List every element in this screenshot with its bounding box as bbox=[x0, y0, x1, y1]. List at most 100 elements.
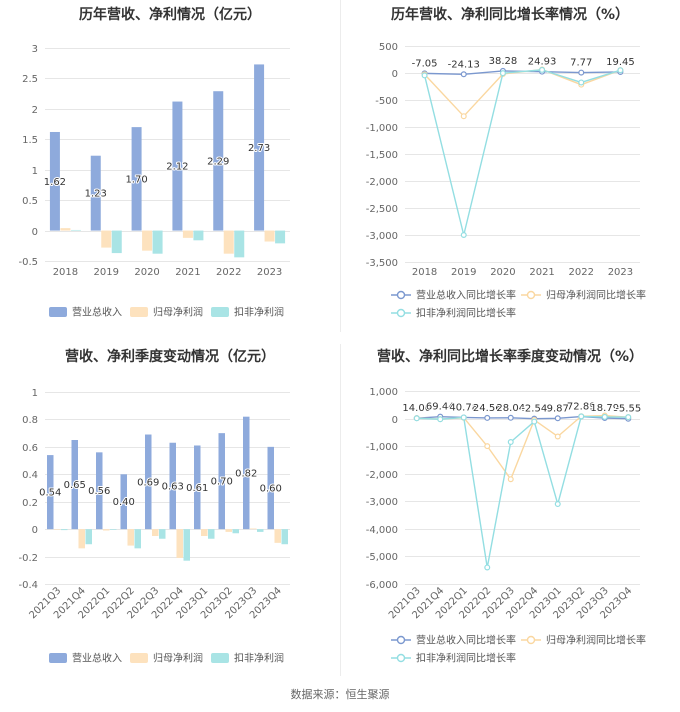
x-tick-label: 2022 bbox=[569, 267, 594, 278]
net-profit-bar bbox=[223, 230, 234, 254]
deducted-net-profit-growth-point bbox=[554, 501, 561, 508]
y-tick-label: 0.2 bbox=[22, 498, 38, 509]
y-tick-label: -3,000 bbox=[366, 497, 398, 508]
net-profit-bar bbox=[182, 230, 193, 238]
y-tick-label: -1,000 bbox=[366, 123, 398, 134]
legend-label: 扣非净利润同比增长率 bbox=[416, 307, 516, 320]
revenue-value-label: 0.60 bbox=[260, 484, 282, 495]
deducted-net-profit-bar bbox=[159, 529, 166, 539]
legend-marker-icon bbox=[396, 653, 406, 663]
net-profit-growth-point bbox=[484, 443, 491, 450]
y-tick-label: -0.2 bbox=[18, 553, 38, 564]
deducted-net-profit-growth-point bbox=[460, 414, 467, 421]
deducted-net-profit-bar bbox=[257, 529, 264, 532]
revenue-value-label: 0.70 bbox=[211, 477, 233, 488]
revenue-value-label: -2.54 bbox=[521, 404, 547, 415]
revenue-bar bbox=[267, 446, 274, 530]
revenue-value-label: 0.82 bbox=[235, 468, 257, 479]
deducted-net-profit-growth-point bbox=[578, 413, 585, 420]
revenue-value-label: 2.12 bbox=[166, 162, 188, 173]
y-tick-label: -500 bbox=[375, 96, 398, 107]
legend-swatch bbox=[211, 307, 229, 317]
legend-item-deducted-net-profit: 扣非净利润 bbox=[211, 306, 284, 319]
net-profit-growth-point bbox=[507, 476, 514, 483]
revenue-value-label: 0.69 bbox=[137, 477, 159, 488]
y-tick-label: -0.4 bbox=[18, 580, 38, 591]
chart-title: 营收、净利季度变动情况（亿元） bbox=[65, 348, 275, 365]
revenue-value-label: 24.93 bbox=[528, 57, 557, 68]
revenue-bar bbox=[90, 155, 101, 231]
y-tick-label: -5,000 bbox=[366, 552, 398, 563]
y-tick-label: 1 bbox=[32, 388, 38, 399]
revenue-bar bbox=[254, 64, 265, 231]
revenue-value-label: -7.05 bbox=[412, 58, 438, 69]
y-tick-label: -3,500 bbox=[366, 258, 398, 269]
x-axis: 2021Q32021Q42022Q12022Q22022Q32022Q42023… bbox=[28, 585, 284, 621]
x-tick-label: 2023 bbox=[257, 267, 282, 278]
revenue-bars bbox=[49, 64, 265, 231]
y-tick-label: 2 bbox=[32, 105, 38, 116]
y-tick-label: 1 bbox=[32, 166, 38, 177]
deducted-net-profit-growth-series bbox=[413, 413, 632, 571]
legend-swatch bbox=[49, 307, 67, 317]
revenue-value-label: 0.63 bbox=[162, 481, 184, 492]
revenue-value-label: 38.28 bbox=[489, 56, 518, 67]
legend-label: 归母净利润同比增长率 bbox=[546, 289, 646, 302]
net-profit-bar bbox=[78, 529, 85, 549]
y-tick-label: -3,000 bbox=[366, 231, 398, 242]
y-tick-label: -4,000 bbox=[366, 525, 398, 536]
deducted-net-profit-bar bbox=[85, 529, 92, 545]
net-profit-growth-series bbox=[413, 412, 632, 483]
y-tick-label: -0.5 bbox=[18, 257, 38, 268]
deducted-net-profit-bar bbox=[275, 230, 286, 244]
data-labels: 1.62 1.23 1.70 2.12 2.29 2.73 bbox=[43, 142, 271, 201]
revenue-value-label: 1.62 bbox=[44, 177, 66, 188]
data-labels: 0.540.650.560.400.69 0.63 0.610.700.820.60 bbox=[38, 467, 283, 509]
revenue-value-label: 2.73 bbox=[248, 143, 270, 154]
deducted-net-profit-growth-point bbox=[499, 70, 506, 77]
y-tick-label: 0.8 bbox=[22, 415, 38, 426]
revenue-value-label: 28.04 bbox=[496, 403, 525, 414]
revenue-value-label: 1.70 bbox=[125, 174, 147, 185]
revenue-value-label: 0.56 bbox=[88, 486, 110, 497]
plot-area bbox=[421, 66, 624, 239]
deducted-net-profit-bar bbox=[183, 529, 190, 561]
legend-label: 扣非净利润 bbox=[234, 652, 284, 665]
legend-item-revenue: 营业总收入同比增长率 bbox=[391, 634, 516, 647]
revenue-value-label: 24.56 bbox=[473, 403, 502, 414]
y-tick-label: 0 bbox=[32, 525, 38, 536]
y-tick-label: 0 bbox=[392, 69, 398, 80]
revenue-value-label: 18.79 bbox=[590, 403, 619, 414]
deducted-net-profit-growth-point bbox=[484, 564, 491, 571]
plot-area bbox=[47, 416, 288, 561]
net-profit-bar bbox=[54, 529, 61, 530]
legend-label: 归母净利润 bbox=[153, 306, 203, 319]
revenue-value-label: 0.61 bbox=[186, 483, 208, 494]
y-tick-label: -1,500 bbox=[366, 150, 398, 161]
x-axis: 2018 2019 2020 2021 2022 2023 bbox=[412, 267, 633, 278]
legend-marker-icon bbox=[396, 290, 406, 300]
x-axis: 2021Q32021Q42022Q12022Q22022Q32022Q42023… bbox=[387, 585, 634, 621]
revenue-bar bbox=[96, 452, 103, 530]
y-tick-label: 1.5 bbox=[22, 135, 38, 146]
legend-marker-icon bbox=[396, 308, 406, 318]
y-axis: 500 0 -500 -1,000 -1,500 -2,000 -2,500 -3,000 -3… bbox=[366, 42, 640, 269]
revenue-value-label: 1.23 bbox=[85, 189, 107, 200]
legend-label: 归母净利润 bbox=[153, 652, 203, 665]
net-profit-growth-point bbox=[460, 113, 467, 120]
deducted-net-profit-growth-point bbox=[539, 66, 546, 73]
y-axis: 1,000 0 -1,000 -2,000 -3,000 -4,000 -5,000 -6,0… bbox=[366, 387, 640, 591]
net-profit-bar bbox=[274, 529, 281, 543]
revenue-value-label: 14.00 bbox=[402, 403, 431, 414]
deducted-net-profit-growth-point bbox=[460, 232, 467, 239]
legend-item-revenue: 营业总收入 bbox=[49, 652, 122, 665]
net-profit-bar bbox=[176, 529, 183, 558]
deducted-net-profit-growth-point bbox=[617, 67, 624, 74]
quarterly-growth-rate-chart: 营收、净利同比增长率季度变动情况（%） 1,000 0 -1,000 -2,000 -3… bbox=[366, 348, 646, 665]
legend-label: 扣非净利润同比增长率 bbox=[416, 652, 516, 665]
revenue-value-label: 19.45 bbox=[606, 57, 635, 68]
deducted-net-profit-bar bbox=[193, 230, 204, 241]
net-profit-growth-point bbox=[554, 433, 561, 440]
legend-item-net-profit: 归母净利润 bbox=[130, 652, 203, 665]
x-tick-label: 2020 bbox=[490, 267, 515, 278]
